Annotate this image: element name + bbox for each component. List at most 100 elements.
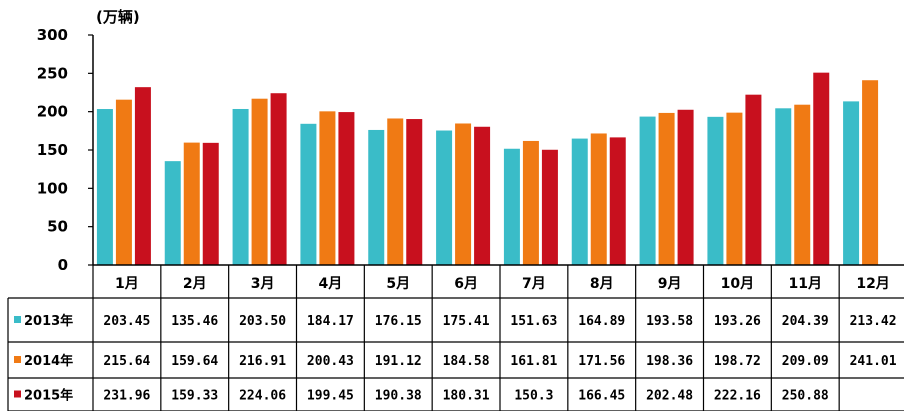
data-label: 159.64 — [171, 354, 218, 369]
bar-2015年-2月 — [202, 142, 219, 265]
category-label: 8月 — [590, 276, 614, 292]
data-label: 184.58 — [443, 354, 490, 369]
category-label: 3月 — [251, 276, 275, 292]
data-label: 161.81 — [510, 354, 557, 369]
data-table: 1月 2月 3月 4月 5月 6月 7月 8月 9月 10月 11月 12月 2013年 203.45 13… — [7, 264, 904, 411]
data-label: 231.96 — [103, 389, 150, 404]
data-label: 204.39 — [782, 314, 829, 329]
data-label: 193.58 — [646, 314, 693, 329]
bar-2015年-3月 — [270, 93, 287, 265]
bar-2014年-11月 — [794, 104, 811, 266]
data-label: 180.31 — [443, 389, 490, 404]
category-label: 9月 — [658, 276, 682, 292]
bar-2013年-3月 — [232, 108, 249, 265]
bar-2013年-12月 — [843, 101, 860, 266]
bar-2015年-4月 — [338, 112, 355, 265]
bar-2015年-7月 — [541, 149, 558, 265]
data-label: 191.12 — [375, 354, 422, 369]
bar-2015年-5月 — [406, 119, 423, 266]
bar-2014年-10月 — [726, 112, 743, 265]
y-tick-label: 250 — [37, 64, 68, 82]
data-label: 200.43 — [307, 354, 354, 369]
bar-2014年-6月 — [455, 123, 472, 265]
y-axis-ticks: 0 50 100 150 200 250 300 — [37, 26, 68, 274]
data-label: 150.3 — [514, 389, 553, 404]
data-label: 215.64 — [103, 354, 150, 369]
data-label: 222.16 — [714, 389, 761, 404]
bar-2014年-5月 — [387, 118, 404, 265]
category-label: 6月 — [454, 276, 478, 292]
data-label: 198.36 — [646, 354, 693, 369]
bar-2013年-10月 — [707, 116, 724, 265]
bar-2014年-7月 — [522, 140, 539, 265]
bar-2014年-9月 — [658, 112, 675, 265]
bar-2013年-1月 — [96, 109, 113, 265]
bar-2015年-1月 — [134, 87, 151, 265]
unit-label: (万辆) — [96, 8, 140, 26]
bar-2014年-2月 — [183, 142, 200, 265]
bar-2013年-7月 — [503, 148, 520, 265]
category-label: 1月 — [115, 276, 139, 292]
category-label: 10月 — [721, 276, 754, 292]
bar-2014年-4月 — [319, 111, 336, 265]
data-label: 203.45 — [103, 314, 150, 329]
series-name: 2015年 — [24, 388, 73, 404]
series-name: 2014年 — [24, 353, 73, 369]
data-label: 213.42 — [850, 314, 897, 329]
y-tick-label: 200 — [37, 103, 68, 121]
bar-2013年-6月 — [436, 130, 453, 265]
bar-2013年-8月 — [571, 138, 588, 265]
data-label: 241.01 — [850, 354, 897, 369]
data-label: 216.91 — [239, 354, 286, 369]
data-label: 151.63 — [510, 314, 557, 329]
bars — [96, 72, 879, 266]
y-tick-label: 50 — [47, 218, 68, 236]
data-label: 176.15 — [375, 314, 422, 329]
bar-2015年-9月 — [677, 109, 694, 265]
bar-2013年-9月 — [639, 116, 656, 265]
legend-swatch-2013年 — [14, 316, 21, 323]
category-label: 11月 — [789, 276, 822, 292]
series-name: 2013年 — [24, 313, 73, 329]
legend-swatch-2014年 — [14, 356, 21, 363]
axis-lines — [88, 34, 94, 266]
category-label: 7月 — [522, 276, 546, 292]
data-label: 175.41 — [443, 314, 490, 329]
legend-swatch-2015年 — [14, 390, 21, 398]
bar-2015年-6月 — [474, 126, 491, 266]
bar-2013年-4月 — [300, 123, 317, 265]
data-label: 159.33 — [171, 389, 218, 404]
category-label: 12月 — [856, 276, 889, 292]
data-label: 135.46 — [171, 314, 218, 329]
data-label: 202.48 — [646, 389, 693, 404]
bar-2015年-10月 — [745, 94, 762, 265]
category-label: 2月 — [183, 276, 207, 292]
y-tick-label: 300 — [37, 26, 68, 44]
data-label: 171.56 — [578, 354, 625, 369]
bar-2014年-3月 — [251, 98, 268, 265]
data-label: 193.26 — [714, 314, 761, 329]
data-label: 209.09 — [782, 354, 829, 369]
bar-2013年-2月 — [164, 161, 181, 265]
data-label: 164.89 — [578, 314, 625, 329]
bar-2015年-11月 — [813, 72, 830, 266]
bar-2013年-11月 — [775, 108, 792, 266]
data-label: 250.88 — [782, 389, 829, 404]
data-label: 166.45 — [578, 389, 625, 404]
category-label: 4月 — [319, 276, 343, 292]
bar-2014年-12月 — [862, 80, 879, 265]
data-label: 184.17 — [307, 314, 354, 329]
bar-2013年-5月 — [368, 129, 385, 265]
data-label: 199.45 — [307, 389, 354, 404]
bar-2014年-1月 — [115, 99, 132, 266]
data-label: 203.50 — [239, 314, 286, 329]
bar-2014年-8月 — [590, 133, 607, 265]
data-label: 224.06 — [239, 389, 286, 404]
category-label: 5月 — [386, 276, 410, 292]
y-tick-label: 0 — [58, 256, 68, 274]
data-label: 190.38 — [375, 389, 422, 404]
y-tick-label: 150 — [37, 141, 68, 159]
y-tick-label: 100 — [37, 179, 68, 197]
data-label: 198.72 — [714, 354, 761, 369]
